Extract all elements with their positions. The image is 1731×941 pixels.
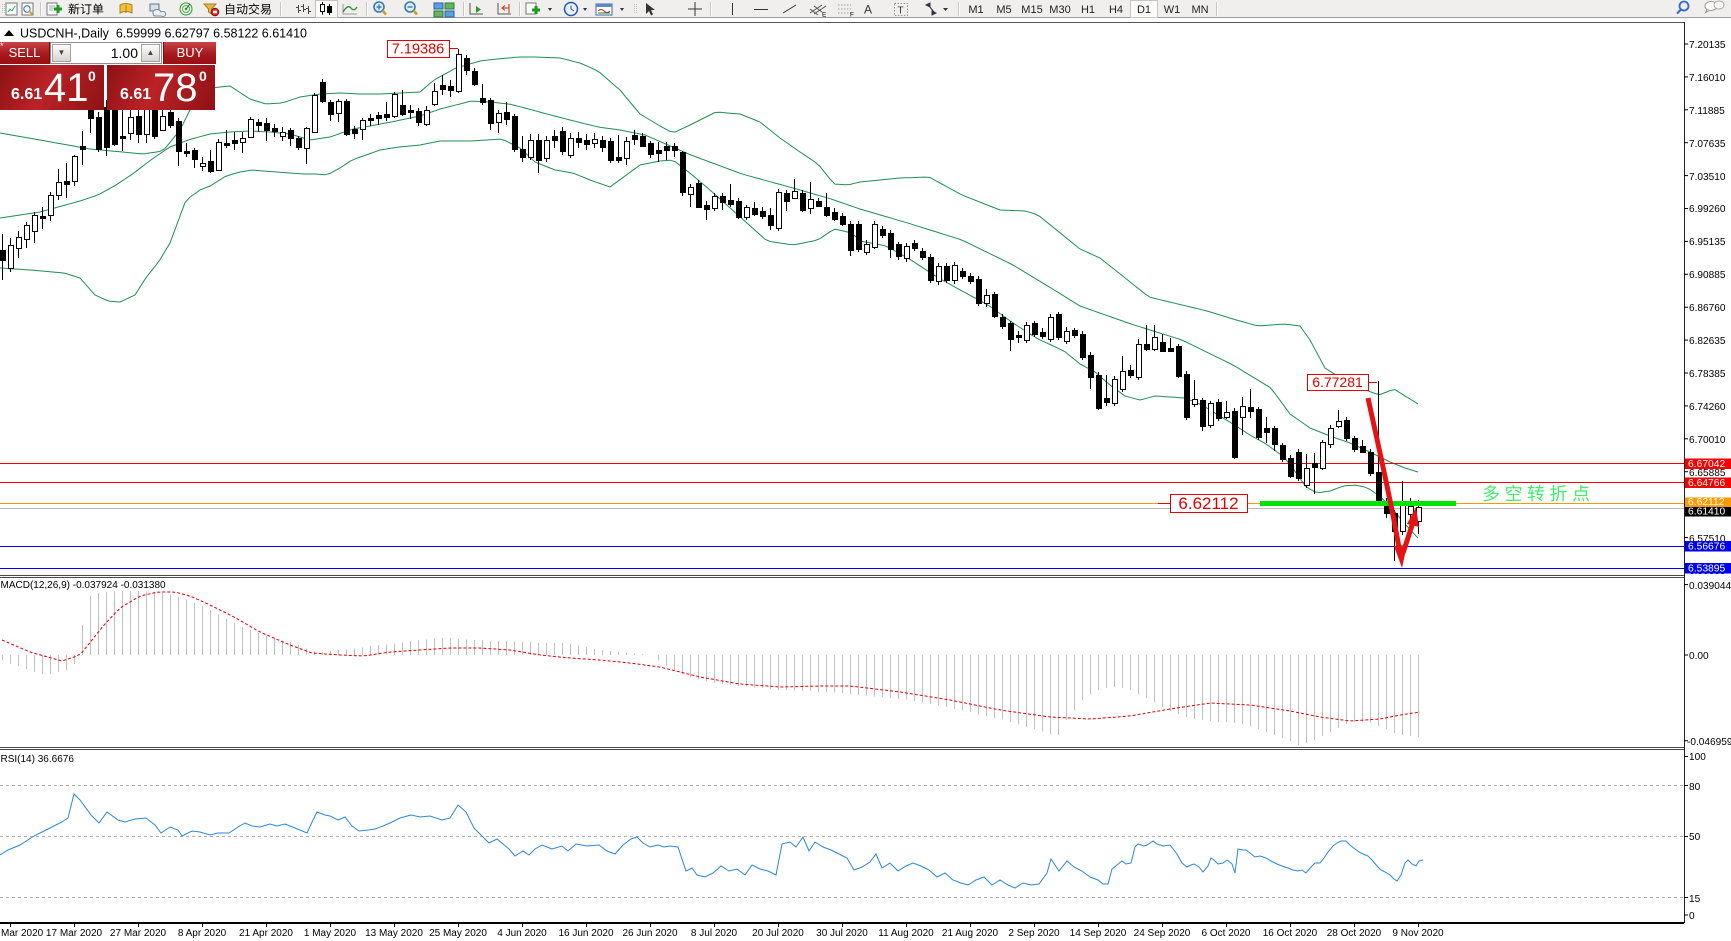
svg-text:7.11885: 7.11885: [1689, 106, 1725, 117]
svg-text:6 Oct 2020: 6 Oct 2020: [1202, 928, 1251, 939]
svg-text:100: 100: [1689, 752, 1706, 763]
svg-text:Mar 2020: Mar 2020: [1, 928, 44, 939]
svg-text:16 Jun 2020: 16 Jun 2020: [558, 928, 613, 939]
svg-text:6.78385: 6.78385: [1689, 369, 1726, 380]
svg-text:7.03510: 7.03510: [1689, 172, 1726, 183]
svg-text:6.95135: 6.95135: [1689, 237, 1726, 248]
svg-text:M15: M15: [1021, 4, 1042, 16]
svg-text:MACD(12,26,9) -0.037924 -0.031: MACD(12,26,9) -0.037924 -0.031380: [1, 580, 167, 591]
svg-text:8 Jul 2020: 8 Jul 2020: [691, 928, 738, 939]
svg-text:6.67042: 6.67042: [1688, 459, 1725, 470]
svg-text:6.61410: 6.61410: [1688, 507, 1725, 518]
svg-text:80: 80: [1689, 782, 1701, 793]
svg-text:15: 15: [1689, 894, 1701, 905]
svg-text:M30: M30: [1049, 4, 1070, 16]
svg-text:2 Sep 2020: 2 Sep 2020: [1008, 928, 1060, 939]
svg-text:H1: H1: [1081, 4, 1095, 16]
svg-text:D1: D1: [1137, 4, 1151, 16]
svg-text:25 May 2020: 25 May 2020: [429, 928, 487, 939]
svg-text:0.00: 0.00: [1689, 651, 1709, 662]
svg-text:6.90885: 6.90885: [1689, 270, 1726, 281]
svg-text:6.77281: 6.77281: [1312, 374, 1363, 390]
svg-text:6.62112: 6.62112: [1178, 494, 1238, 513]
svg-text:-0.046959: -0.046959: [1687, 737, 1731, 748]
svg-text:6.74260: 6.74260: [1689, 402, 1726, 413]
svg-text:7.20135: 7.20135: [1689, 40, 1726, 51]
svg-text:6.86760: 6.86760: [1689, 303, 1726, 314]
svg-text:6.64766: 6.64766: [1688, 478, 1725, 489]
svg-text:6.53895: 6.53895: [1688, 564, 1725, 575]
svg-text:6.57510: 6.57510: [1689, 534, 1726, 545]
svg-text:26 Jun 2020: 26 Jun 2020: [622, 928, 677, 939]
svg-text:14 Sep 2020: 14 Sep 2020: [1070, 928, 1127, 939]
svg-text:0.039044: 0.039044: [1689, 581, 1731, 592]
svg-text:7.19386: 7.19386: [392, 42, 444, 58]
svg-text:6.62112: 6.62112: [1688, 497, 1725, 508]
svg-text:27 Mar 2020: 27 Mar 2020: [110, 928, 167, 939]
svg-text:1 May 2020: 1 May 2020: [304, 928, 357, 939]
svg-text:F: F: [850, 12, 854, 19]
svg-text:RSI(14) 36.6676: RSI(14) 36.6676: [1, 754, 75, 765]
svg-text:A: A: [864, 3, 872, 17]
svg-text:9 Nov 2020: 9 Nov 2020: [1392, 928, 1444, 939]
svg-text:6.65885: 6.65885: [1689, 468, 1726, 479]
svg-text:M5: M5: [996, 4, 1011, 16]
svg-text:6.70010: 6.70010: [1689, 435, 1726, 446]
svg-text:M1: M1: [968, 4, 983, 16]
svg-text:E: E: [822, 12, 827, 19]
svg-text:H4: H4: [1109, 4, 1123, 16]
svg-text:20 Jul 2020: 20 Jul 2020: [752, 928, 804, 939]
svg-text:30 Jul 2020: 30 Jul 2020: [816, 928, 868, 939]
svg-text:11 Aug 2020: 11 Aug 2020: [878, 928, 934, 939]
svg-text:21 Apr 2020: 21 Apr 2020: [239, 928, 293, 939]
svg-text:0: 0: [1689, 911, 1695, 922]
svg-text:MN: MN: [1191, 4, 1208, 16]
svg-text:USDCNH-,Daily 6.59999 6.62797: USDCNH-,Daily 6.59999 6.62797 6.58122 6.…: [20, 27, 307, 41]
svg-text:50: 50: [1689, 832, 1701, 843]
svg-text:28 Oct 2020: 28 Oct 2020: [1327, 928, 1382, 939]
svg-text:8 Apr 2020: 8 Apr 2020: [178, 928, 227, 939]
svg-text:6.82635: 6.82635: [1689, 336, 1726, 347]
svg-text:6.56676: 6.56676: [1688, 542, 1725, 553]
svg-text:21 Aug 2020: 21 Aug 2020: [942, 928, 999, 939]
svg-text:24 Sep 2020: 24 Sep 2020: [1134, 928, 1191, 939]
svg-text:13 May 2020: 13 May 2020: [365, 928, 423, 939]
svg-text:W1: W1: [1164, 4, 1181, 16]
svg-text:7.07635: 7.07635: [1689, 139, 1726, 150]
svg-text:7.16010: 7.16010: [1689, 73, 1726, 84]
svg-text:T: T: [898, 6, 904, 17]
svg-text:6.99260: 6.99260: [1689, 204, 1726, 215]
svg-text:4 Jun 2020: 4 Jun 2020: [497, 928, 547, 939]
svg-text:17 Mar 2020: 17 Mar 2020: [46, 928, 103, 939]
svg-text:16 Oct 2020: 16 Oct 2020: [1263, 928, 1318, 939]
